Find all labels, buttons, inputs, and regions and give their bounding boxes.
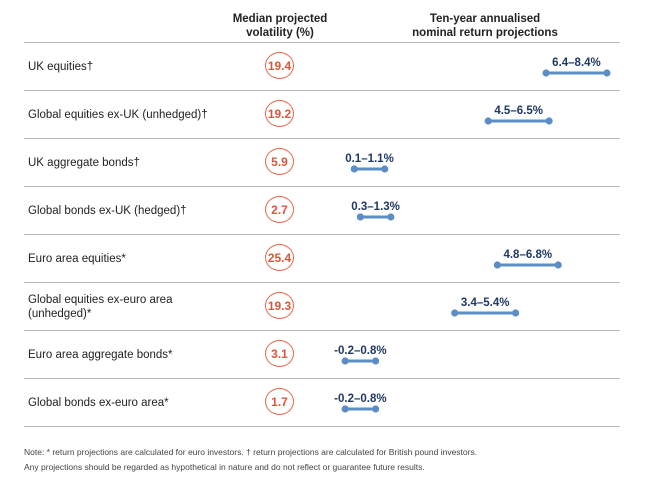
- asset-label: Euro area equities*: [28, 252, 126, 265]
- volatility-header: Median projected volatility (%): [218, 12, 342, 40]
- asset-label: Global bonds ex-UK (hedged)†: [28, 204, 187, 217]
- table-row: UK equities† 19.4: [24, 42, 620, 90]
- returns-header: Ten-year annualised nominal return proje…: [380, 12, 590, 40]
- volatility-value: 2.7: [265, 196, 294, 223]
- asset-table: UK equities† 19.4 Global equities ex-UK (u…: [24, 42, 620, 427]
- volatility-value: 1.7: [265, 388, 294, 415]
- volatility-value: 5.9: [265, 148, 294, 175]
- volatility-value: 19.3: [265, 292, 294, 319]
- table-row: Global bonds ex-UK (hedged)† 2.7: [24, 186, 620, 234]
- volatility-value: 25.4: [265, 244, 294, 271]
- table-row: Euro area equities* 25.4: [24, 234, 620, 282]
- table-row: Global equities ex-UK (unhedged)† 19.2: [24, 90, 620, 138]
- table-row: Global bonds ex-euro area* 1.7: [24, 378, 620, 427]
- volatility-header-line2: volatility (%): [246, 27, 314, 39]
- asset-label: Global equities ex-UK (unhedged)†: [28, 108, 208, 121]
- asset-label: Global equities ex-euro area (unhedged)*: [28, 293, 173, 320]
- table-row: Euro area aggregate bonds* 3.1: [24, 330, 620, 378]
- table-row: Global equities ex-euro area (unhedged)*…: [24, 282, 620, 330]
- asset-label: Global bonds ex-euro area*: [28, 396, 169, 409]
- volatility-value: 3.1: [265, 340, 294, 367]
- table-row: UK aggregate bonds† 5.9: [24, 138, 620, 186]
- asset-label: UK equities†: [28, 60, 94, 73]
- returns-header-line1: Ten-year annualised: [429, 13, 541, 25]
- asset-label: Euro area aggregate bonds*: [28, 348, 173, 361]
- asset-label: UK aggregate bonds†: [28, 156, 140, 169]
- volatility-header-line1: Median projected: [232, 13, 328, 25]
- volatility-value: 19.4: [265, 52, 294, 79]
- volatility-value: 19.2: [265, 100, 294, 127]
- footnote-1: Note: * return projections are calculate…: [24, 447, 478, 457]
- footnote-2: Any projections should be regarded as hy…: [24, 462, 425, 472]
- returns-header-line2: nominal return projections: [412, 27, 558, 39]
